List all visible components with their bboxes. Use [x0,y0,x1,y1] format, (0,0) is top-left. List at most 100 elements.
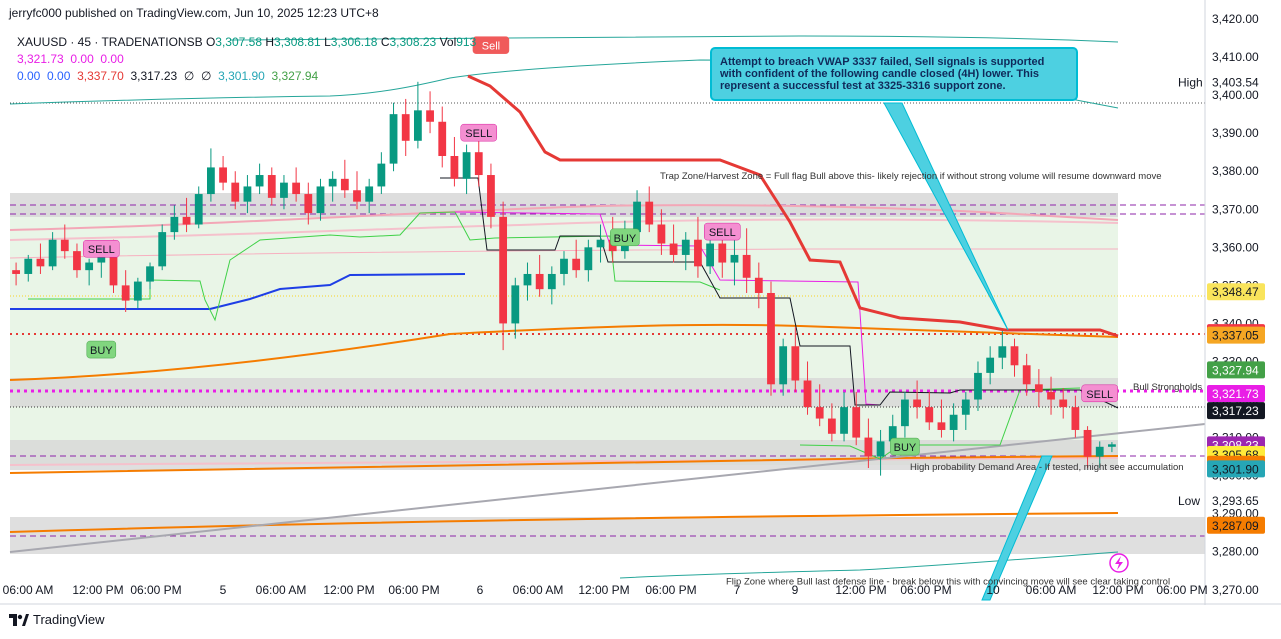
candle-body [535,273,544,290]
candle [767,281,775,396]
signal-sell[interactable]: SELL [460,123,498,142]
candle [815,384,824,427]
candle [474,136,483,187]
candle-body [12,270,20,274]
signal-badge [1081,384,1118,403]
candle [73,243,81,278]
candle-body [133,281,142,301]
candle-body [353,190,361,202]
callout-pointer-1 [883,102,1009,331]
candle [1071,395,1080,438]
price-tag: 3,293.65 Low [1174,491,1265,509]
candle [1022,353,1031,396]
signal-sell[interactable]: SELL [83,239,120,258]
candle-body [85,262,94,271]
signal-badge [83,239,120,258]
candle [133,277,142,309]
price-tag-bg [1207,491,1265,509]
candle-body [961,399,970,415]
price-tag-bg [1207,384,1265,402]
candle-body [450,156,459,179]
candle-body [840,407,848,434]
signal-sell[interactable]: Sell [472,36,510,54]
analysis-callout[interactable]: Attempt to breach VWAP 3337 failed, Sell… [710,47,1078,101]
candle-body [48,239,57,267]
candle-body [1010,346,1019,366]
candle-body [316,186,325,214]
candle-body [182,216,191,225]
candle [36,243,45,274]
red-resistance-line [467,74,1119,338]
candle [121,270,130,313]
candle-body [207,167,215,195]
candle-body [596,239,605,248]
close-value: 3,308.23 [389,35,437,49]
price-tag-label: 3,287.09 [1212,519,1259,533]
candle [901,391,909,438]
candle-body [657,224,666,244]
price-tag: 3,337.05 [1207,326,1265,344]
candle [194,186,203,229]
zone-label: Flip Zone where Bull last defense line -… [726,576,1170,587]
signal-sell[interactable]: SELL [1081,384,1118,403]
signal-badge [890,437,920,456]
signal-sell[interactable]: SELL [704,222,741,241]
candle [377,152,386,195]
signal-buy[interactable]: BUY [610,228,640,247]
candle [961,391,970,430]
time-axis[interactable]: 06:00 AM 12:00 PM 06:00 PM 5 06:00 AM 12:00 P… [3,583,1208,597]
candle [791,327,800,392]
candle [669,224,678,263]
price-tag-name: Low [1178,494,1200,508]
candle [827,403,836,442]
price-tag: 3,327.94 [1207,361,1265,379]
time-tick-label: 12:00 PM [1092,583,1143,597]
candle [219,156,227,191]
price-tag-label: 3,321.73 [1212,387,1259,401]
price-tag-label: 3,337.05 [1212,329,1259,343]
candle [803,361,812,415]
candle [316,178,325,221]
symbol-label[interactable]: XAUUSD · 45 · TRADENATIONSB [17,35,203,49]
signal-buy[interactable]: BUY [890,437,920,456]
candle [450,136,459,187]
candle [730,239,739,286]
candle-body [487,175,495,217]
candle-body [815,407,824,419]
time-tick-label: 12:00 PM [578,583,629,597]
candle [426,91,434,134]
candle-body [694,239,702,267]
signal-label: BUY [90,345,113,357]
orange-ma-bottom [9,512,1119,533]
footer-brand[interactable]: TradingView [9,612,105,627]
candle [560,251,568,286]
lightning-icon[interactable] [1109,553,1129,573]
candle [231,171,240,210]
candle [742,228,751,293]
price-tag-label: 3,403.54 [1212,76,1259,90]
lower-teal-band [619,551,1119,579]
signal-buy[interactable]: BUY [86,340,117,359]
candle-body [1034,384,1043,392]
candle-body [426,110,434,122]
candle-body [827,418,836,434]
candle [1095,441,1104,469]
candle-body [36,258,45,267]
pink-ma-4 [9,457,1119,466]
candle-body [1071,407,1080,430]
candle [596,224,605,263]
price-tick-label: 3,370.00 [1212,202,1259,216]
time-tick-label: 06:00 PM [130,583,181,597]
candle-body [986,357,995,373]
price-tag-bg [1207,361,1265,379]
signal-label: BUY [894,442,917,454]
price-tag-label: 3,348.47 [1212,285,1259,299]
zone-label: Trap Zone/Harvest Zone = Full flag Bull … [660,171,1162,182]
candle-body [170,216,179,233]
candle [986,346,995,385]
price-tags: 3,403.54High3,348.473,337.703,337.053,32… [1174,73,1265,534]
low-value: 3,306.18 [330,35,378,49]
candle-body [767,292,775,385]
candle [255,163,264,195]
